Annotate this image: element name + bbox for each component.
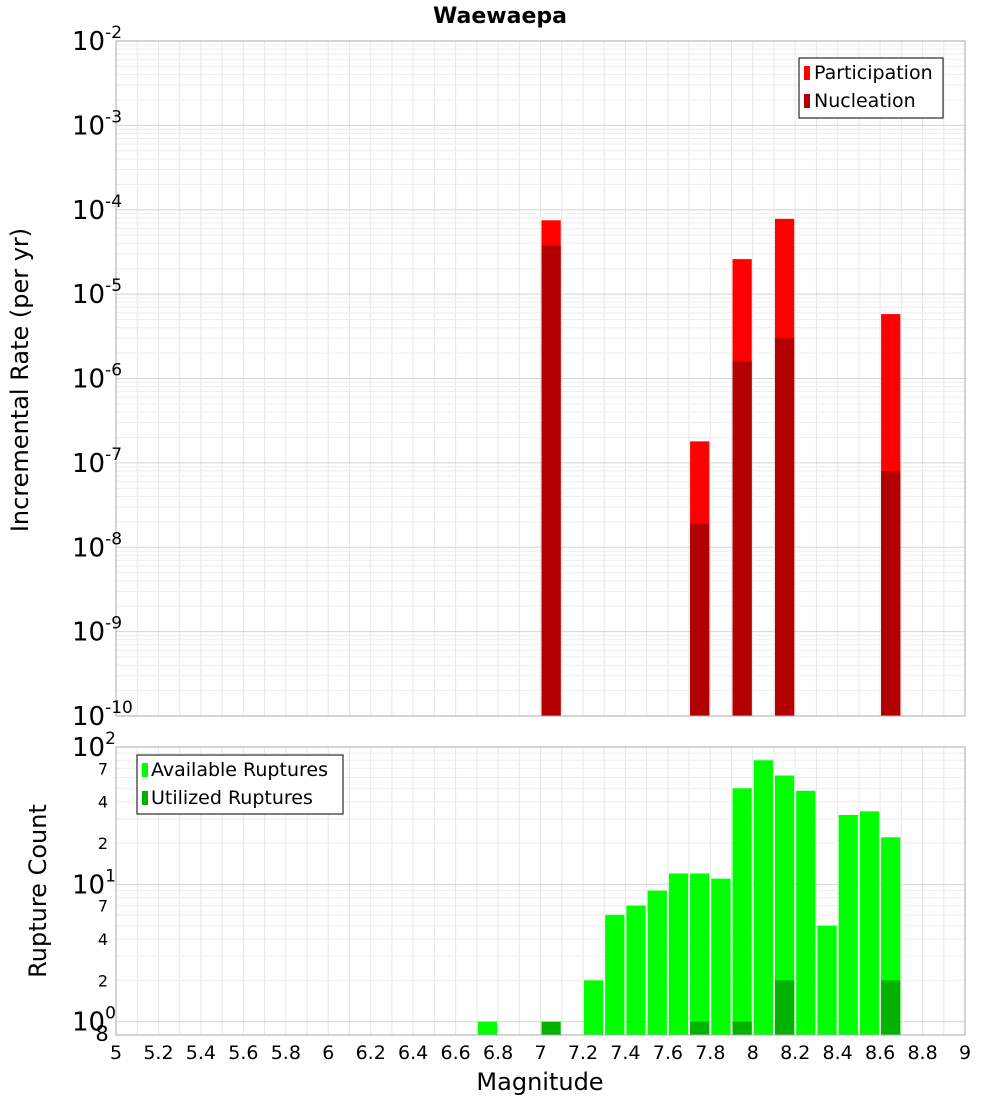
x-tick-label: 7.6 [653,1042,683,1064]
utilized-ruptures-bar [732,1021,752,1035]
top-plot-frame [115,40,966,717]
bottom-y-minor-tick-label: 7 [98,759,108,778]
legend-swatch [804,66,810,80]
bottom-y-minor-tick-label: 7 [98,897,108,916]
x-tick-label: 7.2 [568,1042,598,1064]
available-ruptures-bar [774,775,795,1035]
x-tick-label: 8.2 [780,1042,810,1064]
bottom-y-minor-tick-label: 4 [98,930,108,949]
x-tick-label: 5 [110,1042,122,1064]
bottom-y-minor-tick-label: 2 [98,834,108,853]
nucleation-bar [690,523,710,716]
bottom-y-axis-label: Rupture Count [24,804,52,978]
legend-swatch [142,763,148,777]
x-tick-label: 5.4 [186,1042,216,1064]
available-ruptures-bar [753,760,773,1035]
legend-entry: Utilized Ruptures [151,787,313,809]
x-tick-label: 5.2 [143,1042,173,1064]
available-ruptures-bar [859,811,880,1035]
x-tick-label: 5.6 [228,1042,258,1064]
top-y-axis-label: Incremental Rate (per yr) [6,228,34,532]
bottom-legend: Available Ruptures Utilized Ruptures [136,754,344,815]
x-tick-label: 6 [322,1042,334,1064]
top-y-tick-label: 10-7 [72,445,122,479]
available-ruptures-bar [690,873,710,1035]
rate-panel: 10-10 10-9 10-8 10-7 10-6 10-5 10-4 10-3 10-2 Par… [72,23,966,732]
available-ruptures-bar [796,790,816,1035]
available-ruptures-bar [605,914,625,1035]
nucleation-bar [541,245,561,717]
available-ruptures-bar [477,1021,498,1035]
bottom-y-tick-label: 102 [72,729,116,763]
top-y-tick-label: 10-3 [72,107,122,141]
top-y-tick-label: 10-2 [72,23,122,57]
x-tick-label: 8.8 [907,1042,937,1064]
bottom-y-minor-tick-label: 8 [95,1022,108,1046]
utilized-ruptures-bar [690,1021,710,1035]
x-tick-label: 8.4 [823,1042,853,1064]
x-tick-label: 8 [747,1042,759,1064]
x-tick-label: 7 [534,1042,546,1064]
top-legend: Participation Nucleation [798,57,944,119]
bottom-plot-frame [115,746,966,1036]
top-legend-box [798,57,944,119]
available-ruptures-bar [626,905,646,1035]
x-tick-label: 6.2 [356,1042,386,1064]
available-ruptures-bar [583,980,604,1035]
available-ruptures-bar [711,878,731,1035]
x-tick-label: 5.8 [271,1042,301,1064]
x-tick-label: 9 [959,1042,971,1064]
utilized-ruptures-bar [881,980,901,1035]
available-ruptures-bar [647,890,667,1035]
x-tick-label: 8.6 [865,1042,895,1064]
bottom-y-tick-label: 101 [72,866,116,900]
x-tick-label: 7.4 [610,1042,640,1064]
available-ruptures-bar [817,925,837,1035]
bottom-y-tick-label: 100 [72,1004,116,1038]
top-y-tick-label: 10-4 [72,192,122,226]
top-y-tick-label: 10-8 [72,529,122,563]
legend-entry: Participation [814,62,933,84]
legend-swatch [142,791,148,805]
nucleation-bar [774,338,795,716]
bottom-y-minor-tick-label: 2 [98,971,108,990]
utilized-ruptures-bar [541,1021,561,1035]
top-y-tick-label: 10-6 [72,361,122,395]
nucleation-bar [881,471,901,716]
top-y-tick-label: 10-5 [72,276,122,310]
x-axis-label: Magnitude [476,1068,603,1096]
available-ruptures-bar [838,814,858,1035]
utilized-ruptures-bar [774,980,795,1035]
x-tick-label: 7.8 [695,1042,725,1064]
x-tick-label: 6.4 [398,1042,428,1064]
top-y-tick-label: 10-10 [72,698,133,732]
available-ruptures-bar [732,788,752,1035]
x-tick-label: 6.8 [483,1042,513,1064]
available-ruptures-bar [668,873,689,1035]
top-y-tick-label: 10-9 [72,614,122,648]
x-tick-label: 6.6 [440,1042,470,1064]
legend-entry: Available Ruptures [151,759,328,781]
bottom-y-minor-tick-label: 4 [98,793,108,812]
nucleation-bar [732,361,752,716]
chart-title: Waewaepa [433,4,567,29]
legend-swatch [804,94,810,108]
legend-entry: Nucleation [814,90,916,112]
bottom-legend-box [136,754,344,815]
